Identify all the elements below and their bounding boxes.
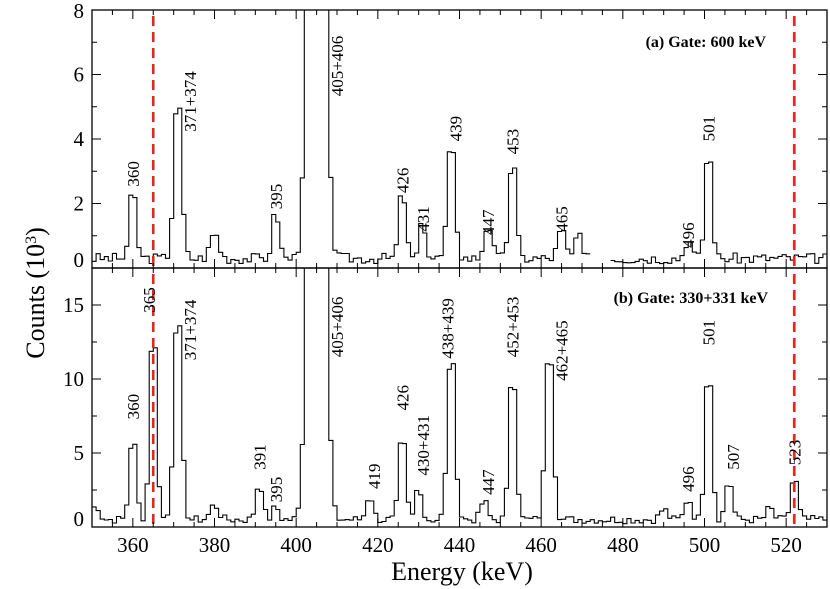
peak-label-a-395: 395: [267, 184, 286, 210]
peak-label-a-371+374: 371+374: [181, 71, 200, 132]
x-tick-label-520: 520: [770, 533, 802, 557]
peak-label-b-447: 447: [479, 469, 498, 495]
peak-label-b-395: 395: [267, 477, 286, 503]
panel-b-y-tick-label: 15: [63, 293, 84, 317]
panel-a-y-tick-label: 6: [74, 63, 85, 87]
peak-label-b-523: 523: [785, 440, 804, 466]
panel-a: 0 2 4 6 8 (a) Gate: 600 keV 360 371+374 395 405+4…: [74, 0, 828, 272]
x-tick-label-440: 440: [444, 533, 476, 557]
peak-label-b-462+465: 462+465: [553, 320, 572, 381]
peak-label-b-507: 507: [724, 444, 743, 470]
peak-label-a-360: 360: [124, 161, 143, 187]
peak-label-a-453: 453: [504, 129, 523, 155]
y-axis-title-exponent: 3: [23, 236, 40, 244]
panel-b-title: (b) Gate: 330+331 keV: [614, 290, 769, 307]
panels-layer: 0 2 4 6 8 (a) Gate: 600 keV 360 371+374 395 405+4…: [63, 0, 828, 557]
y-axis-title: Counts (103): [21, 227, 50, 359]
peak-label-b-371+374: 371+374: [181, 299, 200, 360]
x-tick-label-420: 420: [362, 533, 394, 557]
peak-label-b-430+431: 430+431: [414, 415, 433, 476]
peak-label-b-360: 360: [124, 394, 143, 420]
peak-label-b-438+439: 438+439: [438, 298, 457, 359]
peak-label-a-501: 501: [700, 116, 719, 142]
peak-label-a-439: 439: [446, 116, 465, 142]
peak-label-b-405+406: 405+406: [328, 297, 347, 358]
x-tick-label-380: 380: [199, 533, 231, 557]
panel-a-y-tick-label: 2: [74, 192, 85, 216]
panel-a-y-tick-label: 0: [74, 248, 85, 272]
panel-b: 0 5 10 15 (b) Gate: 330+331 keV 360 365 371+374…: [63, 267, 828, 531]
peak-label-b-426: 426: [393, 385, 412, 411]
peak-label-a-465: 465: [553, 206, 572, 232]
y-axis-title-close: ): [21, 227, 50, 236]
peak-label-a-431: 431: [414, 206, 433, 232]
peak-label-b-391: 391: [250, 444, 269, 470]
panel-a-spectrum-line: [92, 10, 827, 265]
x-axis-title: Energy (keV): [391, 557, 533, 586]
x-tick-label-460: 460: [525, 533, 557, 557]
panel-b-y-tick-label: 10: [63, 367, 84, 391]
panel-a-y-tick-label: 8: [74, 0, 85, 23]
x-tick-label-500: 500: [689, 533, 721, 557]
panel-a-y-tick-label: 4: [74, 127, 85, 151]
peak-label-a-447: 447: [479, 209, 498, 235]
panel-b-y-tick-label: 5: [74, 441, 85, 465]
peak-label-a-426: 426: [393, 168, 412, 194]
peak-label-b-496: 496: [679, 466, 698, 492]
peak-label-a-405+406: 405+406: [328, 36, 347, 97]
peak-label-b-452+453: 452+453: [504, 297, 523, 358]
panel-a-title: (a) Gate: 600 keV: [646, 34, 767, 51]
peak-label-b-419: 419: [365, 464, 384, 490]
panel-b-spectrum-line: [92, 268, 827, 525]
y-axis-title-main: Counts (10: [21, 244, 50, 359]
panel-b-y-tick-label: 0: [74, 507, 85, 531]
peak-label-a-496: 496: [679, 222, 698, 248]
peak-label-b-365: 365: [140, 287, 159, 313]
peak-label-b-501: 501: [700, 320, 719, 346]
x-tick-label-400: 400: [280, 533, 312, 557]
x-tick-label-480: 480: [607, 533, 639, 557]
x-tick-label-360: 360: [117, 533, 149, 557]
